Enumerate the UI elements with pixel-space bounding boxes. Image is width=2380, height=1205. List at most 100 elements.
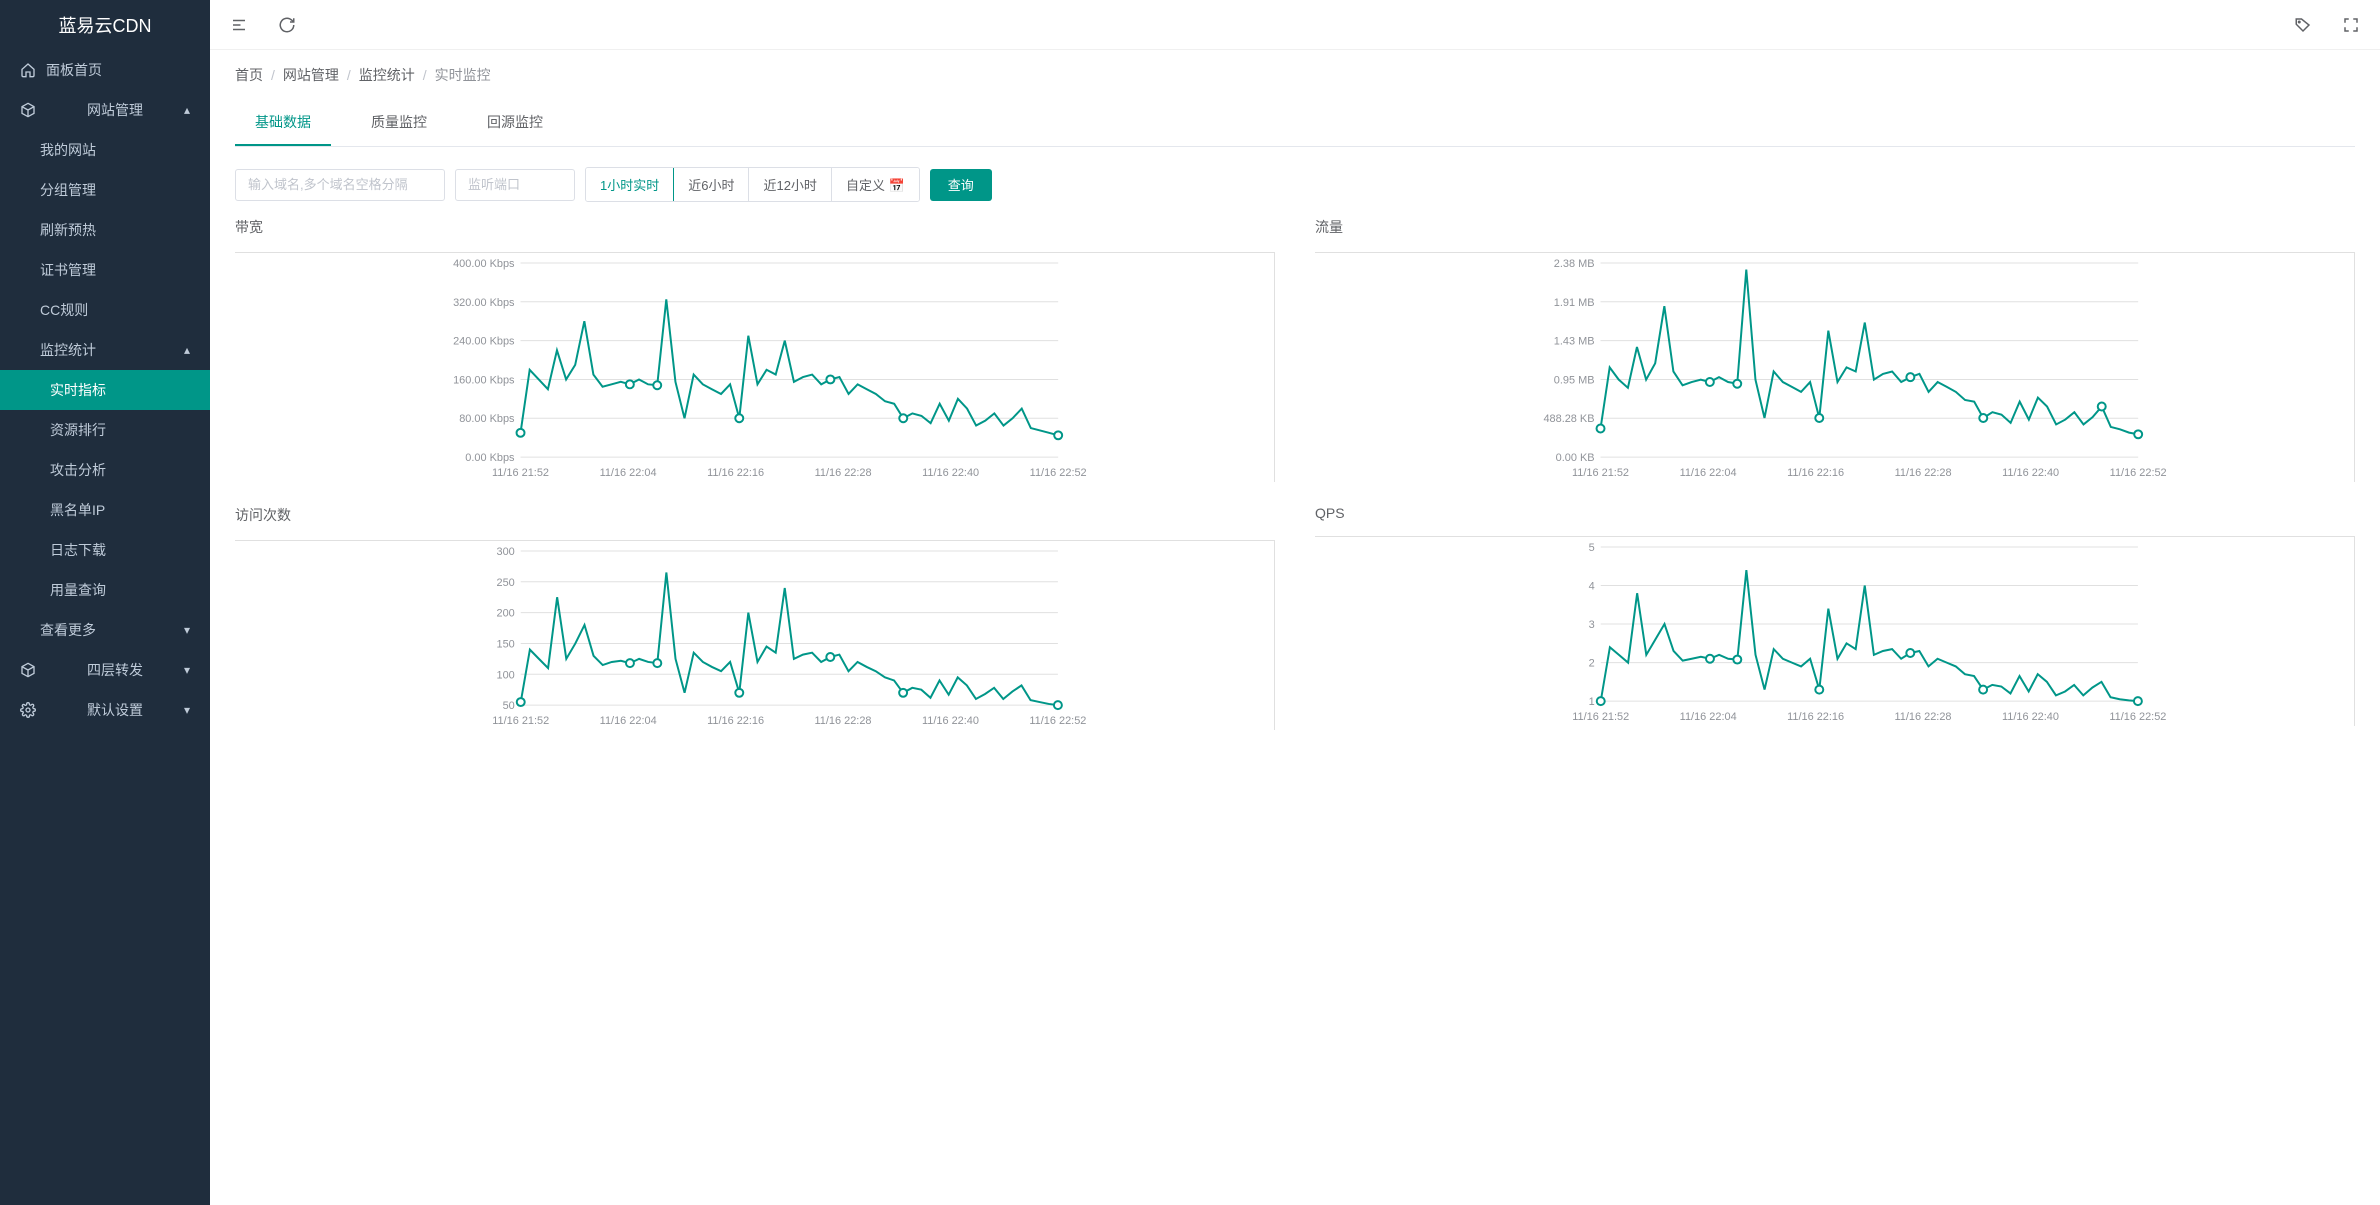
chart-title: 访问次数: [235, 505, 1275, 525]
svg-text:11/16 22:16: 11/16 22:16: [707, 467, 764, 479]
sidebar-item-label: 我的网站: [40, 130, 96, 170]
sidebar-item-label: 攻击分析: [50, 450, 106, 490]
time-range-option[interactable]: 自定义 📅: [832, 168, 919, 201]
svg-text:11/16 22:04: 11/16 22:04: [1680, 467, 1737, 479]
sidebar-item[interactable]: 证书管理: [0, 250, 210, 290]
sidebar-item[interactable]: 资源排行: [0, 410, 210, 450]
breadcrumb-item[interactable]: 网站管理: [283, 67, 339, 83]
tab[interactable]: 回源监控: [467, 100, 563, 146]
chart-带宽: 400.00 Kbps320.00 Kbps240.00 Kbps160.00 …: [235, 252, 1275, 482]
sidebar-item-label: CC规则: [40, 290, 88, 330]
fullscreen-icon[interactable]: [2342, 16, 2360, 34]
svg-text:100: 100: [497, 669, 515, 681]
svg-text:11/16 22:28: 11/16 22:28: [815, 715, 872, 727]
svg-text:300: 300: [497, 546, 515, 558]
svg-text:11/16 21:52: 11/16 21:52: [1572, 711, 1629, 723]
sidebar-item-label: 监控统计: [40, 330, 96, 370]
svg-text:11/16 22:52: 11/16 22:52: [2110, 467, 2167, 479]
breadcrumb-item[interactable]: 监控统计: [359, 67, 415, 83]
svg-text:11/16 22:16: 11/16 22:16: [707, 715, 764, 727]
sidebar-menu: 面板首页网站管理 ▴ 我的网站分组管理刷新预热证书管理CC规则监控统计 ▴ 实时指标资源…: [0, 50, 210, 730]
main: 首页/网站管理/监控统计/实时监控 基础数据质量监控回源监控 1小时实时近6小时…: [210, 0, 2380, 1205]
chevron-up-icon: ▴: [184, 90, 190, 130]
chevron-down-icon: ▾: [184, 610, 190, 650]
tab[interactable]: 基础数据: [235, 100, 331, 146]
chart-title: QPS: [1315, 505, 2355, 521]
refresh-icon[interactable]: [278, 16, 296, 34]
svg-text:250: 250: [497, 577, 515, 589]
breadcrumb-item: 实时监控: [435, 67, 491, 83]
svg-text:2.38 MB: 2.38 MB: [1554, 258, 1595, 270]
filters: 1小时实时近6小时近12小时自定义 📅 查询: [235, 167, 2355, 202]
home-icon: [20, 61, 36, 79]
chart-流量: 2.38 MB1.91 MB1.43 MB0.95 MB488.28 KB0.0…: [1315, 252, 2355, 482]
sidebar-item[interactable]: 我的网站: [0, 130, 210, 170]
sidebar-item[interactable]: 监控统计 ▴: [0, 330, 210, 370]
cube-icon: [20, 661, 36, 679]
svg-text:11/16 22:52: 11/16 22:52: [2109, 711, 2166, 723]
query-button[interactable]: 查询: [930, 169, 992, 201]
svg-text:1.91 MB: 1.91 MB: [1554, 297, 1595, 309]
brand-logo: 蓝易云CDN: [0, 0, 210, 50]
domain-input[interactable]: [235, 169, 445, 201]
sidebar-item[interactable]: 用量查询: [0, 570, 210, 610]
sidebar-item-label: 实时指标: [50, 370, 106, 410]
chevron-up-icon: ▴: [184, 330, 190, 370]
svg-text:320.00 Kbps: 320.00 Kbps: [453, 297, 515, 309]
svg-text:11/16 22:28: 11/16 22:28: [1895, 467, 1952, 479]
sidebar-item[interactable]: 日志下载: [0, 530, 210, 570]
port-input[interactable]: [455, 169, 575, 201]
chart-访问次数: 3002502001501005011/16 21:5211/16 22:041…: [235, 540, 1275, 730]
sidebar-item-label: 资源排行: [50, 410, 106, 450]
svg-text:240.00 Kbps: 240.00 Kbps: [453, 336, 515, 348]
svg-text:11/16 22:04: 11/16 22:04: [600, 715, 657, 727]
sidebar-item-label: 四层转发: [87, 650, 143, 690]
tab[interactable]: 质量监控: [351, 100, 447, 146]
svg-text:11/16 22:40: 11/16 22:40: [2002, 467, 2059, 479]
time-range-option[interactable]: 1小时实时: [586, 168, 674, 201]
cube-icon: [20, 101, 36, 119]
collapse-icon[interactable]: [230, 16, 248, 34]
svg-text:11/16 22:40: 11/16 22:40: [922, 467, 979, 479]
svg-text:0.00 KB: 0.00 KB: [1556, 452, 1595, 464]
sidebar-item-label: 刷新预热: [40, 210, 96, 250]
sidebar-item-label: 网站管理: [87, 90, 143, 130]
svg-text:150: 150: [497, 638, 515, 650]
svg-text:5: 5: [1589, 542, 1595, 554]
sidebar-item[interactable]: CC规则: [0, 290, 210, 330]
sidebar-item[interactable]: 实时指标: [0, 370, 210, 410]
chart-title: 流量: [1315, 217, 2355, 237]
svg-text:160.00 Kbps: 160.00 Kbps: [453, 374, 515, 386]
sidebar-item-label: 黑名单IP: [50, 490, 105, 530]
svg-text:11/16 22:52: 11/16 22:52: [1030, 467, 1087, 479]
svg-text:50: 50: [503, 700, 515, 712]
sidebar-item[interactable]: 黑名单IP: [0, 490, 210, 530]
time-range-option[interactable]: 近6小时: [674, 168, 749, 201]
sidebar: 蓝易云CDN 面板首页网站管理 ▴ 我的网站分组管理刷新预热证书管理CC规则监控统计…: [0, 0, 210, 1205]
sidebar-item[interactable]: 四层转发 ▾: [0, 650, 210, 690]
sidebar-item[interactable]: 面板首页: [0, 50, 210, 90]
tag-icon[interactable]: [2294, 16, 2312, 34]
time-range-group: 1小时实时近6小时近12小时自定义 📅: [585, 167, 920, 202]
chart-block: QPS 5432111/16 21:5211/16 22:0411/16 22:…: [1315, 505, 2355, 733]
sidebar-item[interactable]: 网站管理 ▴: [0, 90, 210, 130]
breadcrumb-item[interactable]: 首页: [235, 67, 263, 83]
svg-text:0.95 MB: 0.95 MB: [1554, 374, 1595, 386]
time-range-option[interactable]: 近12小时: [749, 168, 831, 201]
svg-text:11/16 21:52: 11/16 21:52: [492, 715, 549, 727]
svg-text:488.28 KB: 488.28 KB: [1543, 413, 1594, 425]
sidebar-item[interactable]: 默认设置▾: [0, 690, 210, 730]
sidebar-item[interactable]: 刷新预热: [0, 210, 210, 250]
chevron-down-icon: ▾: [184, 690, 190, 730]
sidebar-item[interactable]: 攻击分析: [0, 450, 210, 490]
chart-title: 带宽: [235, 217, 1275, 237]
chevron-down-icon: ▾: [184, 650, 190, 690]
sidebar-item[interactable]: 查看更多 ▾: [0, 610, 210, 650]
svg-text:2: 2: [1589, 658, 1595, 670]
sidebar-item[interactable]: 分组管理: [0, 170, 210, 210]
sidebar-item-label: 查看更多: [40, 610, 96, 650]
sidebar-item-label: 分组管理: [40, 170, 96, 210]
svg-text:11/16 22:40: 11/16 22:40: [922, 715, 979, 727]
gear-icon: [20, 701, 36, 719]
sidebar-item-label: 日志下载: [50, 530, 106, 570]
